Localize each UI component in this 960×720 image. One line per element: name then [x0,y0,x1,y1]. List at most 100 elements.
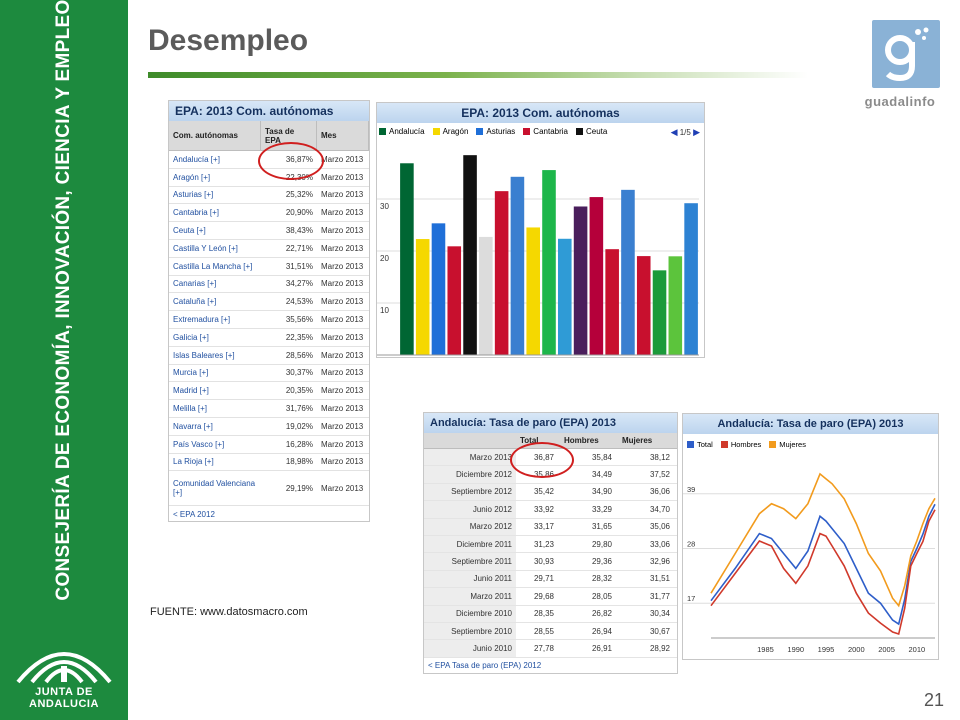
legend-item[interactable]: Aragón [432,127,468,136]
x-tick-label: 1985 [757,645,774,654]
region-link[interactable]: Castilla Y León [+] [173,243,238,253]
legend-label: Mujeres [779,440,806,449]
bar[interactable] [510,176,525,355]
series-line[interactable] [710,503,936,626]
region-link[interactable]: Madrid [+] [173,386,209,396]
region-link[interactable]: Ceuta [+] [173,226,206,236]
line-chart-svg: 17 28 39 1985 1990 1995 2000 2005 2010 [683,472,936,654]
table-row: Septiembre 2011 30,93 29,36 32,96 [424,553,677,571]
header-month[interactable]: Mes [317,121,369,150]
region-link[interactable]: Comunidad Valenciana [+] [173,479,256,498]
header-rate[interactable]: Tasa de EPA [261,121,317,150]
rate-cell: 35,56% [285,315,313,325]
bar[interactable] [605,249,619,355]
legend-swatch [687,441,694,448]
region-link[interactable]: Canarias [+] [173,279,217,289]
legend-swatch [769,441,777,448]
region-link[interactable]: Islas Baleares [+] [173,350,235,360]
month-cell: Marzo 2013 [321,457,364,467]
table-row: Septiembre 2010 28,55 26,94 30,67 [424,622,677,641]
sidebar-vertical-title: CONSEJERÍA DE ECONOMÍA, INNOVACIÓN, CIEN… [53,0,74,601]
bar[interactable] [684,203,698,355]
region-link[interactable]: Andalucía [+] [173,154,220,164]
bar[interactable] [668,256,683,355]
series-line[interactable] [710,472,936,608]
bar[interactable] [479,236,493,355]
month-cell: Marzo 2013 [321,261,364,271]
header-total[interactable]: Total [520,436,539,445]
epa-table-header: Com. autónomas Tasa de EPA Mes [169,121,369,151]
total-cell: 33,92 [533,504,554,514]
bar[interactable] [652,270,667,355]
andalucia-table-title: Andalucía: Tasa de paro (EPA) 2013 [424,413,677,433]
legend-label: Ceuta [585,127,608,136]
epa-table-title: EPA: 2013 Com. autónomas [169,101,369,121]
bar[interactable] [621,189,635,355]
rate-cell: 31,76% [285,404,313,414]
total-cell: 29,68 [533,591,554,601]
header-women[interactable]: Mujeres [622,436,653,445]
bar-chart-legend: Andalucía Aragón Asturias Cantabria Ceuta [379,127,615,136]
period-cell: Diciembre 2011 [424,535,516,553]
bar[interactable] [415,239,430,355]
legend-swatch [720,441,728,448]
page-title: Desempleo [148,24,309,57]
epa-2012-link[interactable]: < EPA 2012 [173,510,215,520]
bar[interactable] [526,227,540,355]
month-cell: Marzo 2013 [321,243,364,253]
period-cell: Marzo 2012 [424,518,516,535]
region-link[interactable]: País Vasco [+] [173,439,225,449]
region-link[interactable]: Cataluña [+] [173,297,217,307]
bar[interactable] [573,206,588,355]
region-link[interactable]: Galicia [+] [173,332,209,342]
guadalinfo-logo-icon [872,20,940,88]
month-cell: Marzo 2013 [321,226,364,236]
rate-cell: 29,19% [285,483,313,493]
bar[interactable] [542,170,556,355]
legend-item[interactable]: Hombres [720,440,761,449]
bar[interactable] [589,197,604,355]
legend-item[interactable]: Cantabria [523,127,568,136]
total-cell: 28,55 [533,626,554,636]
bar-chart-pager[interactable]: ◀ 1/5 ▶ [671,127,700,138]
bar[interactable] [463,155,477,355]
region-link[interactable]: Murcia [+] [173,368,209,378]
pager-next-icon[interactable]: ▶ [693,127,700,137]
table-row: La Rioja [+] 18,98% Marzo 2013 [169,454,369,472]
pager-prev-icon[interactable]: ◀ [670,127,678,137]
legend-item[interactable]: Andalucía [379,127,425,136]
bar[interactable] [431,223,446,355]
region-link[interactable]: Navarra [+] [173,421,213,431]
legend-item[interactable]: Asturias [476,127,515,136]
junta-logo-icon [16,652,112,684]
region-link[interactable]: Cantabria [+] [173,208,220,218]
region-link[interactable]: Aragón [+] [173,172,211,182]
andalucia-2012-link[interactable]: < EPA Tasa de paro (EPA) 2012 [428,660,542,670]
bar[interactable] [400,163,414,355]
region-link[interactable]: Castilla La Mancha [+] [173,261,253,271]
legend-item[interactable]: Ceuta [575,127,608,136]
men-cell: 35,84 [591,452,612,462]
women-cell: 32,96 [649,557,670,567]
region-link[interactable]: Melilla [+] [173,404,208,414]
legend-item[interactable]: Total [687,440,713,449]
region-link[interactable]: Extremadura [+] [173,315,231,325]
men-cell: 26,82 [591,609,612,619]
men-cell: 34,90 [591,487,612,497]
region-link[interactable]: La Rioja [+] [173,457,214,467]
period-cell: Junio 2011 [424,570,516,588]
table-row: Comunidad Valenciana [+] 29,19% Marzo 2013 [169,471,369,507]
men-cell: 28,32 [591,574,612,584]
y-tick-label: 39 [687,485,695,494]
region-link[interactable]: Asturias [+] [173,190,214,200]
header-region[interactable]: Com. autónomas [169,121,261,150]
bar[interactable] [494,191,509,355]
series-line[interactable] [710,509,936,636]
bar[interactable] [558,238,572,355]
rate-cell: 25,32% [285,190,313,200]
legend-item[interactable]: Mujeres [769,440,806,449]
bar[interactable] [636,256,651,355]
women-cell: 28,92 [649,643,670,653]
bar[interactable] [447,246,462,355]
header-men[interactable]: Hombres [564,436,599,445]
